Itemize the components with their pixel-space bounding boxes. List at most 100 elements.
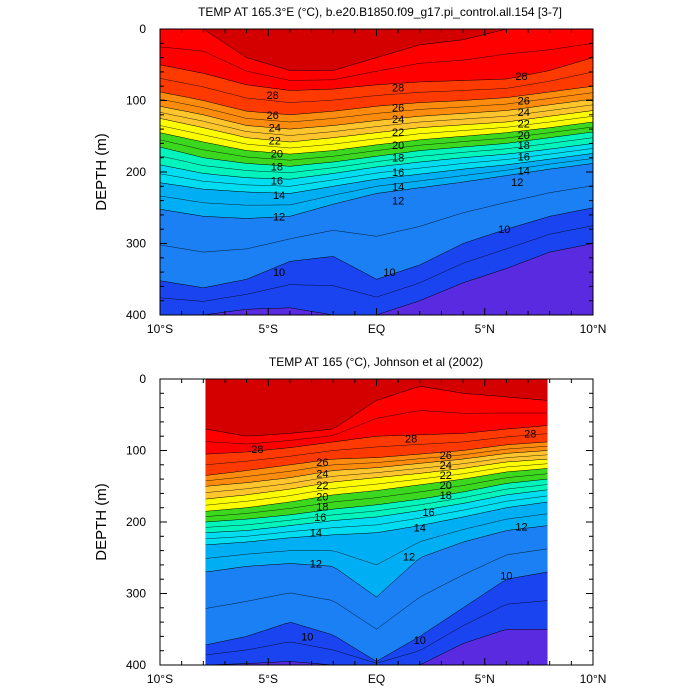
- isotherm-16: [205, 489, 548, 533]
- isotherm-14: [160, 153, 593, 194]
- top-panel-y-axis-label: DEPTH (m): [93, 133, 110, 211]
- contour-label: 22: [316, 480, 328, 492]
- isotherm-12: [205, 525, 548, 598]
- isotherm-24: [205, 450, 548, 487]
- isotherm-minor: [160, 116, 593, 149]
- contour-label: 20: [392, 140, 404, 152]
- contour-label: 22: [392, 127, 404, 139]
- isotherm-28: [160, 57, 593, 91]
- contour-label: 18: [316, 501, 328, 513]
- isotherm-14: [205, 501, 548, 546]
- x-tick-label: 10°S: [147, 322, 173, 336]
- contour-label: 14: [518, 166, 530, 178]
- bottom-panel-y-axis-label: DEPTH (m): [93, 483, 110, 561]
- isotherm-20: [160, 121, 593, 155]
- isotherm-minor: [160, 92, 593, 123]
- contour-label: 24: [269, 123, 281, 135]
- band-8: [205, 629, 548, 665]
- isotherm-20: [205, 468, 548, 512]
- contour-label: 10: [383, 267, 395, 279]
- top-panel-title: TEMP AT 165.3°E (°C), b.e20.B1850.f09_g1…: [198, 5, 562, 19]
- isotherm-minor: [205, 463, 548, 506]
- contour-label: 28: [392, 83, 404, 95]
- y-tick-label: 400: [126, 658, 146, 672]
- isotherm-minor: [205, 548, 548, 630]
- x-tick-label: 10°N: [580, 672, 607, 686]
- contour-label: 28: [266, 90, 278, 102]
- isotherm-minor: [205, 473, 548, 517]
- isotherm-29: [160, 29, 593, 71]
- contour-label: 16: [518, 151, 530, 163]
- isotherm-minor: [160, 185, 593, 253]
- contour-label: 10: [500, 571, 512, 583]
- contour-label: 18: [518, 140, 530, 152]
- x-tick-label: EQ: [368, 322, 385, 336]
- contour-label: 10: [301, 631, 313, 643]
- y-tick-label: 200: [126, 165, 146, 179]
- contour-label: 22: [440, 470, 452, 482]
- contour-label: 28: [524, 428, 536, 440]
- isotherm-minor: [160, 126, 593, 161]
- contour-label: 24: [316, 468, 328, 480]
- band-9: [205, 572, 548, 665]
- contour-label: 22: [518, 118, 530, 130]
- contour-label: 28: [251, 444, 263, 456]
- isotherm-28: [205, 425, 548, 455]
- y-tick-label: 400: [126, 308, 146, 322]
- contour-label: 28: [515, 71, 527, 83]
- contour-label: 20: [440, 480, 452, 492]
- contour-label: 20: [518, 130, 530, 142]
- isotherm-16: [160, 143, 593, 180]
- isotherm-18: [160, 131, 593, 167]
- contour-label: 10: [273, 267, 285, 279]
- y-tick-label: 300: [126, 237, 146, 251]
- contour-label: 24: [392, 114, 404, 126]
- contour-label: 12: [392, 196, 404, 208]
- y-tick-label: 100: [126, 94, 146, 108]
- y-tick-label: 200: [126, 515, 146, 529]
- isotherm-minor: [205, 433, 548, 465]
- y-tick-label: 0: [139, 22, 146, 36]
- contour-label: 24: [440, 460, 452, 472]
- contour-label: 10: [498, 224, 510, 236]
- contour-label: 28: [405, 433, 417, 445]
- x-tick-label: 5°N: [475, 672, 495, 686]
- isotherm-9: [160, 243, 593, 315]
- y-tick-label: 0: [139, 372, 146, 386]
- x-tick-label: 5°S: [259, 672, 278, 686]
- temperature-bands: 2828282626262424242222222020201818181616…: [160, 29, 593, 315]
- contour-label: 26: [440, 450, 452, 462]
- contour-label: 14: [414, 523, 426, 535]
- contour-label: 16: [314, 512, 326, 524]
- contour-label: 26: [266, 110, 278, 122]
- isotherm-26: [160, 85, 593, 116]
- isotherm-minor: [205, 454, 548, 493]
- isotherm-minor: [205, 495, 548, 539]
- contour-label: 14: [273, 190, 285, 202]
- contour-label: 20: [316, 491, 328, 503]
- contour-label: 26: [316, 457, 328, 469]
- isotherm-29: [205, 386, 548, 437]
- contour-label: 16: [422, 507, 434, 519]
- contour-label: 12: [511, 177, 523, 189]
- contour-label: 22: [269, 136, 281, 148]
- contour-label: 12: [273, 211, 285, 223]
- contour-label: 14: [310, 528, 322, 540]
- contour-label: 18: [271, 161, 283, 173]
- isotherm-22: [205, 458, 548, 500]
- x-tick-label: 10°N: [580, 322, 607, 336]
- contour-label: 26: [392, 103, 404, 115]
- isotherm-minor: [205, 410, 548, 445]
- contour-label: 20: [271, 148, 283, 160]
- band-8: [160, 243, 593, 315]
- isotherm-22: [160, 110, 593, 143]
- contour-label: 16: [392, 167, 404, 179]
- isotherm-minor: [160, 71, 593, 103]
- top-panel-plot: 2828282626262424242222222020201818181616…: [126, 22, 606, 336]
- bottom-panel-title: TEMP AT 165 (°C), Johnson et al (2002): [269, 355, 483, 369]
- isotherm-10: [160, 207, 593, 289]
- contour-label: 18: [440, 490, 452, 502]
- contour-label: 26: [518, 96, 530, 108]
